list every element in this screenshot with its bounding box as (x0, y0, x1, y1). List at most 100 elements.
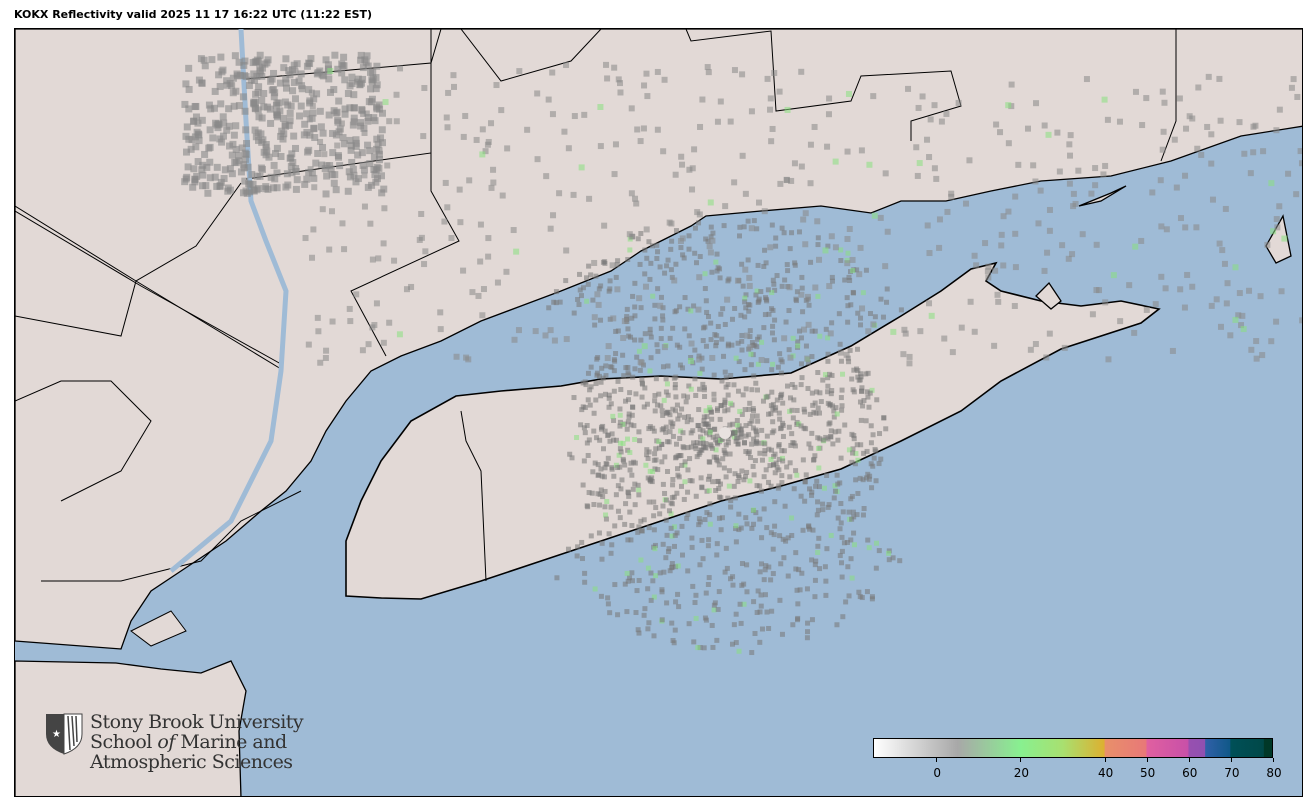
echo-pixel (1015, 161, 1022, 168)
echo-pixel (804, 293, 811, 300)
echo-pixel (652, 302, 658, 308)
echo-pixel (615, 378, 621, 384)
echo-pixel (251, 77, 259, 85)
echo-pixel (664, 439, 670, 445)
echo-pixel (698, 475, 704, 481)
echo-pixel (220, 119, 228, 127)
echo-pixel (642, 271, 648, 277)
echo-pixel (1075, 167, 1082, 174)
echo-pixel (1105, 356, 1112, 363)
echo-pixel (749, 525, 755, 531)
echo-pixel (1248, 346, 1255, 353)
echo-pixel (768, 577, 774, 583)
echo-pixel (386, 319, 393, 326)
echo-pixel (625, 578, 631, 584)
echo-pixel (484, 141, 491, 148)
echo-pixel (664, 600, 670, 606)
echo-pixel (652, 546, 658, 552)
echo-pixel (375, 101, 383, 109)
echo-pixel (731, 67, 738, 74)
echo-pixel (660, 503, 666, 509)
echo-pixel (815, 242, 821, 248)
echo-pixel (609, 364, 615, 370)
echo-pixel (719, 378, 725, 384)
echo-pixel (317, 359, 324, 366)
echo-pixel (788, 442, 794, 448)
echo-pixel (1033, 100, 1040, 107)
echo-pixel (693, 615, 699, 621)
echo-pixel (310, 95, 318, 103)
echo-pixel (669, 238, 675, 244)
echo-pixel (948, 193, 955, 200)
echo-pixel (668, 500, 674, 506)
echo-pixel (545, 96, 552, 103)
echo-pixel (786, 347, 792, 353)
echo-pixel (1293, 191, 1300, 198)
echo-pixel (644, 255, 650, 261)
echo-pixel (681, 393, 687, 399)
echo-pixel (631, 459, 637, 465)
echo-pixel (262, 141, 270, 149)
echo-pixel (673, 228, 679, 234)
echo-pixel (408, 283, 415, 290)
echo-pixel (735, 441, 741, 447)
echo-pixel (676, 604, 682, 610)
echo-pixel (1171, 136, 1178, 143)
echo-pixel (757, 569, 763, 575)
echo-pixel (716, 462, 722, 468)
echo-pixel (840, 509, 846, 515)
echo-pixel (609, 466, 615, 472)
echo-pixel (674, 490, 680, 496)
echo-pixel (765, 287, 771, 293)
echo-pixel (716, 485, 722, 491)
radar-map[interactable] (14, 28, 1303, 797)
echo-pixel (744, 589, 750, 595)
echo-pixel (1217, 117, 1224, 124)
echo-pixel (768, 530, 774, 536)
echo-pixel (725, 382, 731, 388)
echo-pixel (334, 142, 341, 149)
colorbar-tick-mark (1273, 758, 1274, 762)
echo-pixel (603, 373, 609, 379)
echo-pixel (241, 155, 249, 163)
echo-pixel (993, 121, 1000, 128)
echo-pixel (667, 335, 673, 341)
echo-pixel (1194, 145, 1201, 152)
echo-pixel (625, 370, 631, 376)
echo-pixel (588, 384, 594, 390)
echo-pixel (551, 337, 558, 344)
echo-pixel (815, 499, 821, 505)
echo-pixel (759, 339, 765, 345)
echo-pixel (363, 52, 371, 60)
echo-pixel (820, 377, 826, 383)
echo-pixel (1208, 302, 1215, 309)
echo-pixel (706, 575, 712, 581)
echo-pixel (786, 284, 793, 291)
echo-pixel (671, 277, 678, 284)
echo-pixel (591, 428, 597, 434)
echo-pixel (725, 495, 731, 501)
echo-pixel (703, 343, 709, 349)
echo-pixel (586, 437, 592, 443)
echo-pixel (736, 359, 742, 365)
echo-pixel (571, 113, 578, 120)
echo-pixel (375, 150, 383, 158)
echo-pixel (813, 558, 819, 564)
echo-pixel (812, 328, 818, 334)
echo-pixel (669, 620, 675, 626)
echo-pixel (817, 390, 823, 396)
echo-pixel (809, 354, 815, 360)
echo-pixel (858, 322, 864, 328)
echo-pixel (598, 487, 604, 493)
echo-pixel (1024, 125, 1031, 132)
echo-pixel (874, 397, 880, 403)
echo-pixel (584, 275, 590, 281)
echo-pixel (647, 368, 653, 374)
echo-pixel (323, 347, 330, 354)
echo-pixel (445, 89, 452, 96)
echo-pixel (686, 246, 692, 252)
echo-pixel (826, 95, 833, 102)
echo-pixel (241, 149, 249, 157)
echo-pixel (685, 445, 691, 451)
echo-pixel (286, 154, 294, 162)
